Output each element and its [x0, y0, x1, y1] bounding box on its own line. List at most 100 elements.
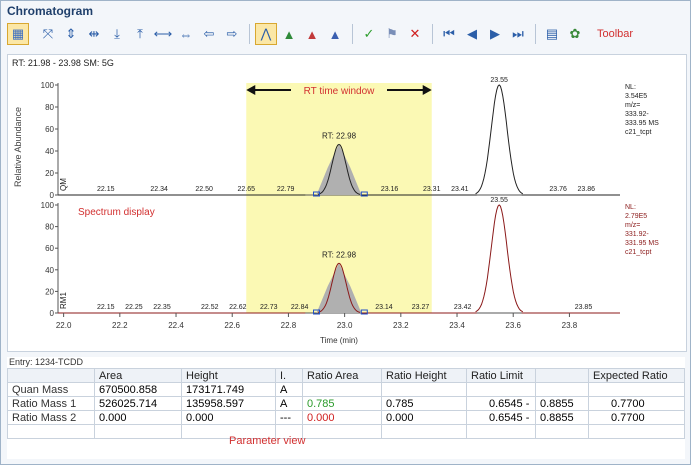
peak-rt-23-55 — [475, 84, 524, 195]
x-tick-label: 22.2 — [112, 321, 128, 330]
zoom-x-out-icon[interactable]: ⟷ — [153, 26, 173, 41]
next-icon[interactable]: ▶ — [490, 26, 500, 41]
document-icon[interactable]: ▤ — [545, 26, 559, 41]
normalization-info: 331.92- — [625, 231, 649, 238]
normalization-info: c21_tcpt — [625, 249, 652, 256]
table-cell — [302, 382, 382, 397]
flag-icon[interactable]: ⚑ — [386, 26, 398, 41]
x-tick-label: 22.8 — [281, 321, 297, 330]
table-row[interactable]: Quan Mass 670500.858 173171.749 A — [7, 382, 685, 397]
toolbar-separator — [432, 24, 433, 44]
y-tick-label: 0 — [50, 309, 55, 318]
peak-label: 23.14 — [375, 304, 393, 311]
peak-label: 23.85 — [575, 304, 593, 311]
peak-label: 23.31 — [423, 186, 441, 193]
peak-label: 22.73 — [260, 304, 278, 311]
y-tick-label: 40 — [45, 266, 54, 275]
reject-icon[interactable]: ✕ — [409, 26, 421, 41]
peak-detect-icon[interactable]: ⋀ — [255, 23, 277, 45]
table-row[interactable]: Ratio Mass 2 0.000 0.000 --- 0.000 0.000 0.654… — [7, 410, 685, 425]
zoom-both-icon[interactable]: ⇔ — [179, 26, 193, 42]
table-cell: 526025.714 — [94, 396, 182, 411]
zoom-y-icon[interactable]: ⇕ — [65, 26, 77, 41]
peak-label: 22.34 — [150, 186, 168, 193]
peak-add-icon[interactable]: ▲ — [282, 26, 296, 42]
y-tick-label: 60 — [45, 244, 54, 253]
peak-remove-icon[interactable]: ▲ — [305, 26, 319, 42]
table-cell — [381, 382, 467, 397]
table-cell — [588, 382, 685, 397]
y-tick-label: 100 — [41, 201, 55, 210]
x-tick-label: 22.4 — [168, 321, 184, 330]
baseline-up-icon[interactable]: ⤒ — [137, 26, 143, 41]
toolbar-separator — [352, 24, 353, 44]
table-cell — [302, 424, 382, 439]
baseline-down-icon[interactable]: ⤓ — [114, 26, 120, 41]
pan-left-icon[interactable]: ⇦ — [203, 26, 215, 41]
table-cell: 173171.749 — [181, 382, 276, 397]
peak-label: 22.79 — [277, 186, 295, 193]
table-cell — [466, 424, 536, 439]
prev-icon[interactable]: ◀ — [467, 26, 477, 41]
x-tick-label: 23.2 — [393, 321, 409, 330]
table-cell: 0.6545 - — [466, 396, 536, 411]
last-icon[interactable]: ⏭ — [512, 26, 524, 41]
check-icon[interactable]: ✓ — [363, 26, 375, 41]
pan-right-icon[interactable]: ⇨ — [226, 26, 238, 41]
peak-edit-icon[interactable]: ▲ — [328, 26, 342, 42]
table-cell — [94, 424, 182, 439]
y-tick-label: 0 — [50, 191, 55, 200]
table-cell: 0.8855 — [535, 410, 589, 425]
normalization-info: c21_tcpt — [625, 129, 652, 136]
zoom-x-in-icon[interactable]: ⇹ — [88, 26, 100, 41]
table-row[interactable] — [7, 424, 685, 439]
chromatogram-panel[interactable]: RT: 21.98 - 23.98 SM: 5G Relative Abundan… — [7, 54, 687, 352]
arrow-head-right-icon — [422, 85, 432, 95]
peak-label: 23.55 — [490, 77, 508, 84]
grid-view-icon[interactable]: ▦ — [7, 23, 29, 45]
zoom-fit-icon[interactable]: ⤧ — [42, 26, 54, 41]
y-tick-label: 20 — [45, 169, 54, 178]
parameter-view-label: Parameter view — [229, 435, 306, 447]
normalization-info: NL: — [625, 84, 636, 91]
table-cell: A — [275, 396, 303, 411]
table-cell: 0.000 — [94, 410, 182, 425]
column-header: Ratio Area — [302, 368, 382, 383]
trace-label: RM1 — [59, 292, 68, 309]
peak-label: 22.84 — [291, 304, 309, 311]
column-header — [535, 368, 589, 383]
column-header: Ratio Limit — [466, 368, 536, 383]
x-tick-label: 22.6 — [224, 321, 240, 330]
x-tick-label: 22.0 — [56, 321, 72, 330]
y-tick-label: 100 — [41, 81, 55, 90]
peak-rt-22-98 — [317, 262, 361, 313]
table-cell — [588, 424, 685, 439]
normalization-info: 3.54E5 — [625, 93, 647, 100]
toolbar-separator — [535, 24, 536, 44]
table-row[interactable]: Ratio Mass 1 526025.714 135958.597 A 0.785 0.… — [7, 396, 685, 411]
parameter-panel: Entry: 1234-TCDD Area Height I. Ratio Ar… — [7, 357, 685, 459]
settings-icon[interactable]: ✿ — [569, 26, 581, 41]
table-cell: 0.785 — [381, 396, 467, 411]
parameter-table: Area Height I. Ratio Area Ratio Height R… — [7, 368, 685, 439]
table-cell — [466, 382, 536, 397]
peak-label: 22.15 — [97, 304, 115, 311]
normalization-info: 333.92- — [625, 111, 649, 118]
x-tick-label: 23.0 — [337, 321, 353, 330]
column-header: Expected Ratio — [588, 368, 685, 383]
table-cell — [381, 424, 467, 439]
first-icon[interactable]: ⏮ — [443, 26, 455, 41]
integration-marker — [360, 191, 368, 197]
peak-label: 23.42 — [454, 304, 472, 311]
peak-label: 22.65 — [238, 186, 256, 193]
x-axis-label: Time (min) — [320, 336, 358, 345]
y-tick-label: 20 — [45, 287, 54, 296]
peak-label: 22.15 — [97, 186, 115, 193]
entry-label: Entry: 1234-TCDD — [9, 357, 84, 367]
rt-label: RT: 22.98 — [322, 131, 357, 140]
peak-label: 22.52 — [201, 304, 219, 311]
peak-label: 22.62 — [229, 304, 247, 311]
toolbar-label: Toolbar — [597, 28, 634, 40]
spectrum-display-label: Spectrum display — [78, 207, 155, 218]
column-header: Area — [94, 368, 182, 383]
